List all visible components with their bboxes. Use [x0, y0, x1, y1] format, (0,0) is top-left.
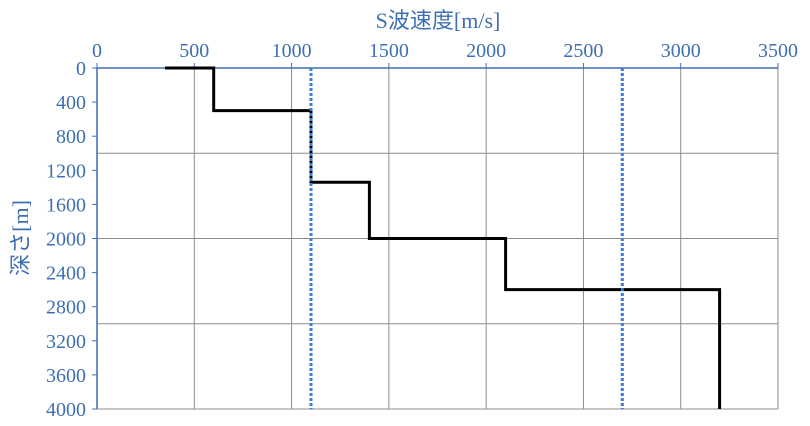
y-tick-label: 3600 — [46, 365, 86, 387]
x-tick-labels: 0 500 1000 1500 2000 2500 3000 3500 — [92, 40, 798, 62]
x-tick-label: 500 — [179, 40, 209, 62]
y-tick-label: 2400 — [46, 263, 86, 285]
y-tick-label: 1600 — [46, 194, 86, 216]
series-layer — [165, 66, 722, 409]
y-tick-label: 1200 — [46, 160, 86, 182]
x-tick-label: 1500 — [369, 40, 409, 62]
y-tick-label: 3200 — [46, 331, 86, 353]
y-tick-labels: 0 400 800 1200 1600 2000 2400 2800 3200 3600 4000 — [46, 58, 86, 421]
x-axis-title: S波速度[m/s] — [376, 8, 501, 33]
y-tick-label: 400 — [56, 92, 86, 114]
y-tick-label: 800 — [56, 126, 86, 148]
x-tick-label: 3000 — [661, 40, 701, 62]
x-tick-label: 0 — [92, 40, 102, 62]
x-tick-label: 2000 — [466, 40, 506, 62]
y-tick-label: 2800 — [46, 297, 86, 319]
axes — [92, 63, 779, 410]
grid-lines — [97, 68, 779, 410]
y-tick-label: 4000 — [46, 399, 86, 421]
y-tick-label: 0 — [76, 58, 86, 80]
velocity-profile-line-0 — [165, 66, 722, 409]
x-tick-label: 3500 — [758, 40, 798, 62]
y-axis-title: 深さ[m] — [8, 200, 33, 276]
x-tick-label: 2500 — [563, 40, 603, 62]
x-tick-label: 1000 — [272, 40, 312, 62]
y-tick-label: 2000 — [46, 229, 86, 251]
